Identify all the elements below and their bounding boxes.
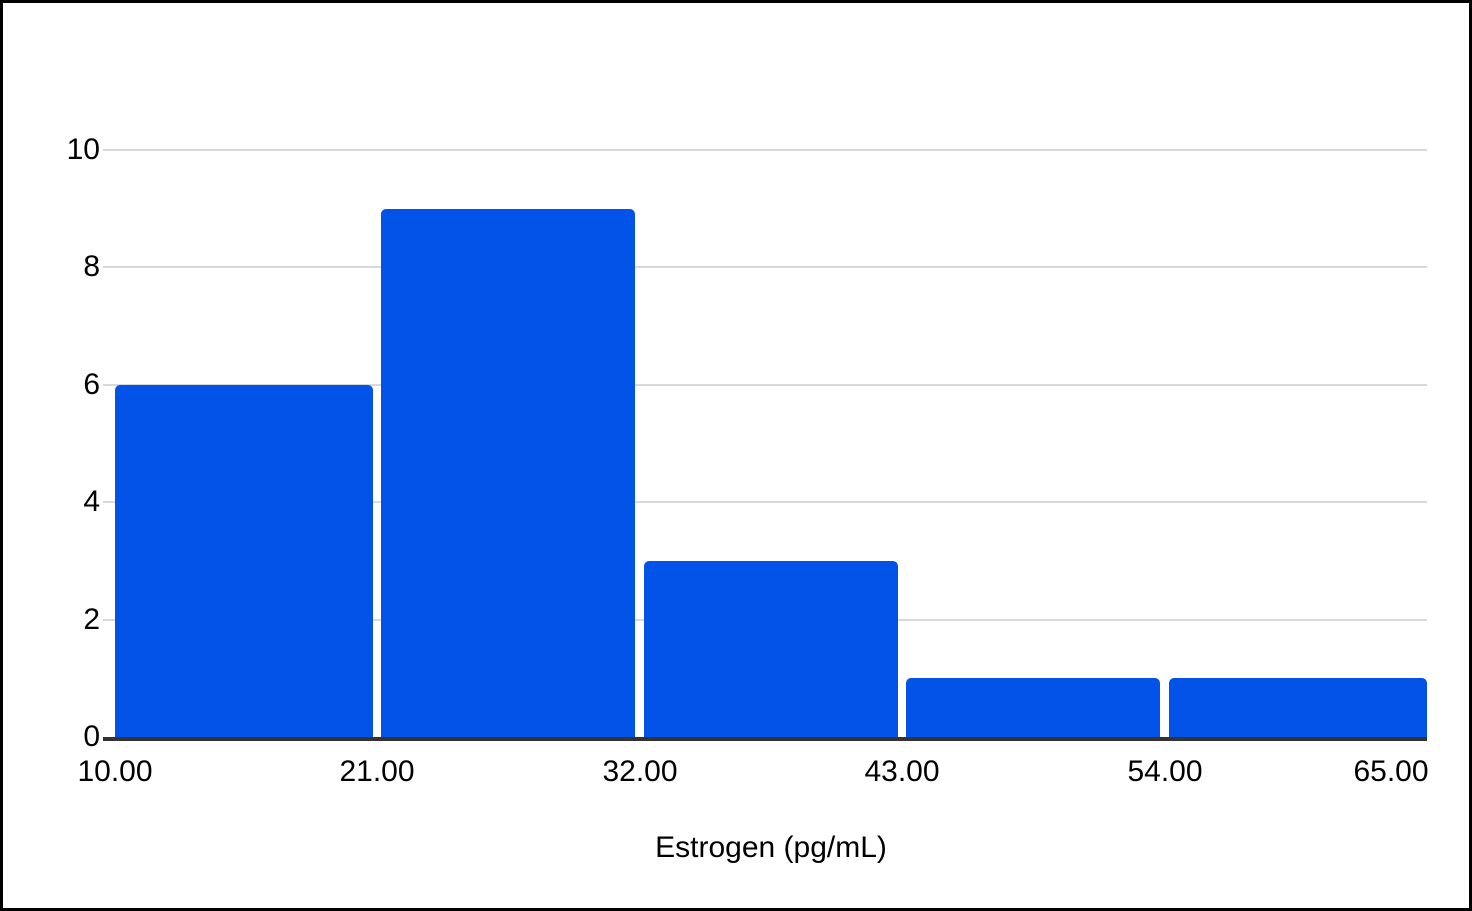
y-tick-label: 0 xyxy=(83,720,100,753)
y-axis-tick xyxy=(103,149,115,151)
x-tick-label: 65.00 xyxy=(1353,755,1429,788)
y-axis-tick xyxy=(103,384,115,386)
histogram-bar xyxy=(906,678,1160,739)
y-tick-label: 2 xyxy=(83,603,100,636)
histogram-bar xyxy=(381,209,635,739)
gridline xyxy=(115,501,1427,503)
y-tick-label: 8 xyxy=(83,250,100,283)
y-tick-label: 10 xyxy=(66,133,100,166)
histogram-bar xyxy=(115,385,373,739)
gridline xyxy=(115,384,1427,386)
x-tick-label: 32.00 xyxy=(602,755,678,788)
y-axis-tick xyxy=(103,619,115,621)
y-axis-tick xyxy=(103,501,115,503)
gridline xyxy=(115,266,1427,268)
histogram-bar xyxy=(644,561,898,739)
x-axis-line xyxy=(103,737,1427,741)
x-tick-label: 21.00 xyxy=(339,755,415,788)
x-axis-title: Estrogen (pg/mL) xyxy=(655,831,887,864)
y-tick-label: 4 xyxy=(83,485,100,518)
x-tick-label: 54.00 xyxy=(1127,755,1203,788)
x-tick-label: 10.00 xyxy=(77,755,153,788)
y-axis-tick xyxy=(103,266,115,268)
x-tick-label: 43.00 xyxy=(864,755,940,788)
gridline xyxy=(115,149,1427,151)
histogram-bar xyxy=(1169,678,1427,739)
y-tick-label: 6 xyxy=(83,368,100,401)
